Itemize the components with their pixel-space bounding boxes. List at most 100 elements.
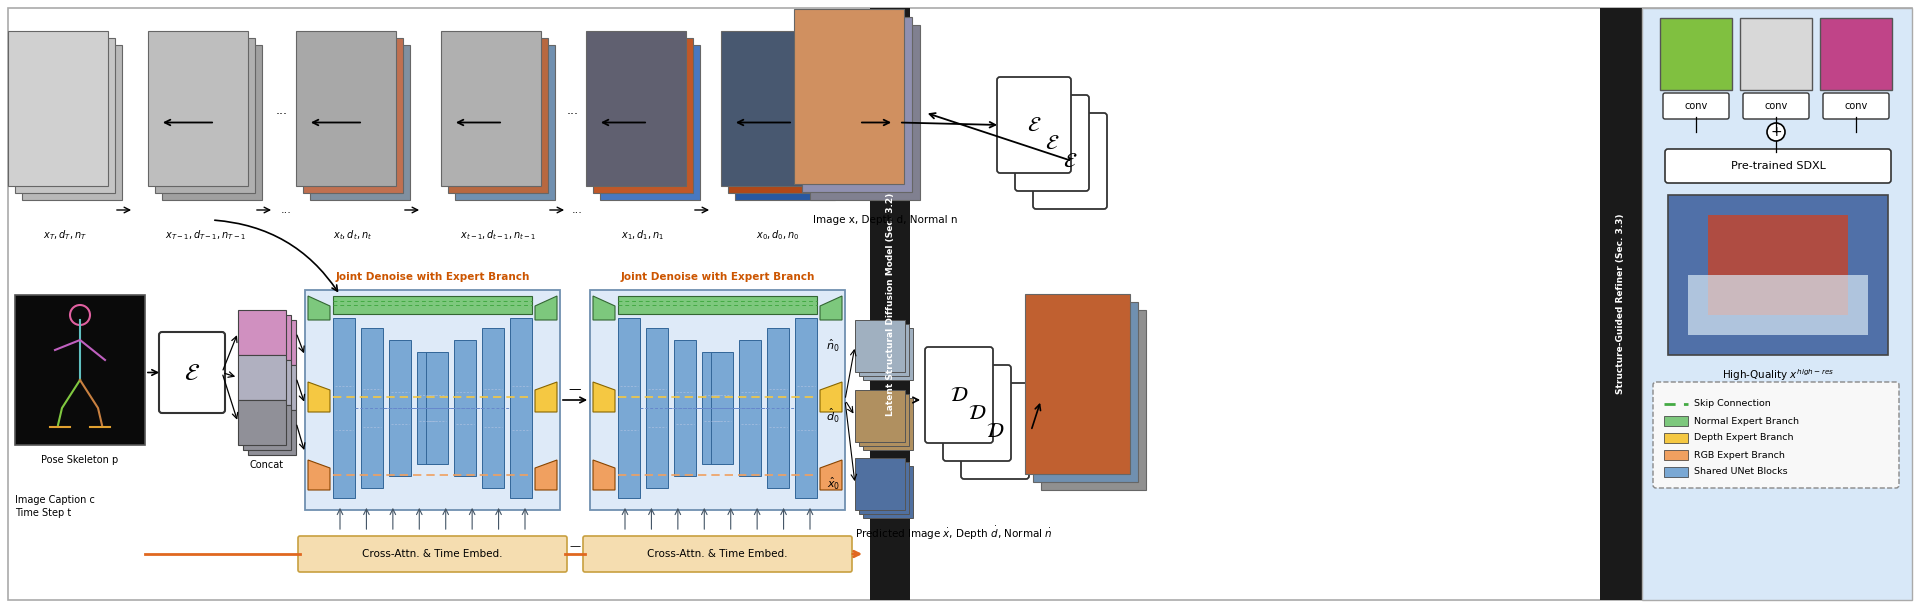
Circle shape bbox=[1766, 123, 1786, 141]
Bar bbox=[618, 318, 639, 498]
Bar bbox=[703, 352, 724, 464]
Bar bbox=[1665, 416, 1688, 426]
Bar bbox=[156, 38, 255, 193]
Bar bbox=[1665, 450, 1688, 460]
Text: Skip Connection: Skip Connection bbox=[1693, 399, 1770, 409]
FancyBboxPatch shape bbox=[8, 8, 1912, 600]
Bar bbox=[361, 328, 382, 488]
Text: Cross-Attn. & Time Embed.: Cross-Attn. & Time Embed. bbox=[647, 549, 787, 559]
FancyBboxPatch shape bbox=[305, 290, 561, 510]
Polygon shape bbox=[593, 460, 614, 490]
Text: $x_1, d_1, n_1$: $x_1, d_1, n_1$ bbox=[622, 228, 664, 242]
Bar bbox=[15, 295, 146, 445]
Bar bbox=[862, 398, 914, 450]
Bar bbox=[766, 328, 789, 488]
Bar bbox=[722, 31, 822, 186]
Text: conv: conv bbox=[1764, 101, 1788, 111]
Bar bbox=[248, 410, 296, 455]
Text: $x_0, d_0, n_0$: $x_0, d_0, n_0$ bbox=[756, 228, 801, 242]
FancyBboxPatch shape bbox=[925, 347, 993, 443]
Bar bbox=[1688, 275, 1868, 335]
Bar bbox=[1665, 433, 1688, 443]
FancyBboxPatch shape bbox=[1663, 93, 1730, 119]
Polygon shape bbox=[820, 296, 843, 320]
Bar bbox=[862, 466, 914, 518]
Polygon shape bbox=[820, 382, 843, 412]
Bar bbox=[599, 45, 701, 200]
Text: $\mathcal{E}$: $\mathcal{E}$ bbox=[1064, 151, 1077, 171]
Text: Pre-trained SDXL: Pre-trained SDXL bbox=[1730, 161, 1826, 171]
Bar bbox=[1642, 8, 1912, 600]
Text: $\mathcal{D}$: $\mathcal{D}$ bbox=[985, 421, 1004, 441]
FancyBboxPatch shape bbox=[1822, 93, 1889, 119]
Bar bbox=[735, 45, 835, 200]
Polygon shape bbox=[307, 296, 330, 320]
Text: $x_{t-1}, d_{t-1}, n_{t-1}$: $x_{t-1}, d_{t-1}, n_{t-1}$ bbox=[459, 228, 536, 242]
Bar bbox=[858, 394, 908, 446]
Bar bbox=[426, 352, 447, 464]
Text: Image Caption c: Image Caption c bbox=[15, 495, 94, 505]
Bar bbox=[1740, 18, 1812, 90]
Bar bbox=[447, 38, 547, 193]
Polygon shape bbox=[536, 460, 557, 490]
FancyBboxPatch shape bbox=[1665, 149, 1891, 183]
Text: $x_{T-1}, d_{T-1}, n_{T-1}$: $x_{T-1}, d_{T-1}, n_{T-1}$ bbox=[165, 228, 246, 242]
Text: $\mathcal{E}$: $\mathcal{E}$ bbox=[1027, 115, 1041, 135]
Bar bbox=[309, 45, 411, 200]
Polygon shape bbox=[307, 382, 330, 412]
Bar bbox=[1033, 302, 1139, 482]
Bar bbox=[453, 340, 476, 476]
Polygon shape bbox=[820, 460, 843, 490]
Text: —: — bbox=[568, 384, 582, 396]
Bar bbox=[455, 45, 555, 200]
Bar bbox=[21, 45, 123, 200]
Bar bbox=[15, 38, 115, 193]
Bar bbox=[862, 328, 914, 380]
Text: +: + bbox=[1770, 125, 1782, 139]
FancyBboxPatch shape bbox=[159, 332, 225, 413]
Bar bbox=[739, 340, 760, 476]
Bar bbox=[148, 31, 248, 186]
Bar bbox=[858, 324, 908, 376]
Bar bbox=[586, 31, 685, 186]
Bar bbox=[795, 9, 904, 184]
Text: $x_T, d_T, n_T$: $x_T, d_T, n_T$ bbox=[42, 228, 86, 242]
Text: conv: conv bbox=[1684, 101, 1707, 111]
Text: $\hat{n}_0$: $\hat{n}_0$ bbox=[826, 338, 841, 354]
Bar bbox=[728, 38, 828, 193]
FancyBboxPatch shape bbox=[1653, 382, 1899, 488]
Text: Latent Structural Diffusion Model (Sec. 3.2): Latent Structural Diffusion Model (Sec. … bbox=[885, 192, 895, 416]
Bar bbox=[296, 31, 396, 186]
Bar bbox=[593, 38, 693, 193]
Text: ...: ... bbox=[275, 104, 288, 117]
Bar bbox=[238, 310, 286, 355]
Text: Joint Denoise with Expert Branch: Joint Denoise with Expert Branch bbox=[336, 272, 530, 282]
Bar bbox=[795, 318, 818, 498]
Bar bbox=[1709, 215, 1847, 315]
Bar bbox=[248, 365, 296, 410]
FancyBboxPatch shape bbox=[943, 365, 1012, 461]
Text: $\mathcal{D}$: $\mathcal{D}$ bbox=[968, 403, 987, 423]
Bar bbox=[1599, 8, 1642, 600]
Bar bbox=[1665, 467, 1688, 477]
Text: Pose Skeleton p: Pose Skeleton p bbox=[42, 455, 119, 465]
Polygon shape bbox=[593, 382, 614, 412]
Bar bbox=[244, 315, 292, 360]
Text: RGB Expert Branch: RGB Expert Branch bbox=[1693, 451, 1786, 460]
Bar bbox=[1025, 294, 1131, 474]
Bar bbox=[854, 320, 904, 372]
Bar bbox=[854, 390, 904, 442]
FancyBboxPatch shape bbox=[589, 290, 845, 510]
Bar bbox=[238, 355, 286, 400]
Bar bbox=[1820, 18, 1891, 90]
Bar bbox=[482, 328, 503, 488]
FancyBboxPatch shape bbox=[298, 536, 566, 572]
Text: $\mathcal{E}$: $\mathcal{E}$ bbox=[1044, 133, 1060, 153]
Text: Structure-Guided Refiner (Sec. 3.3): Structure-Guided Refiner (Sec. 3.3) bbox=[1617, 214, 1626, 394]
Bar bbox=[870, 8, 910, 600]
Bar bbox=[674, 340, 695, 476]
Bar bbox=[810, 25, 920, 200]
FancyBboxPatch shape bbox=[1743, 93, 1809, 119]
Bar bbox=[618, 296, 818, 314]
Bar bbox=[332, 318, 355, 498]
